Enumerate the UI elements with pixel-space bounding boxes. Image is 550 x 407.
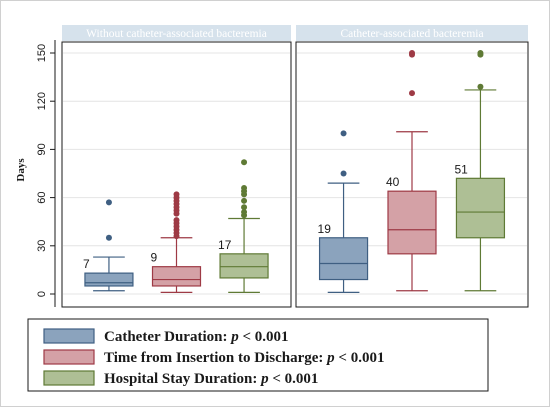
outlier-point [173,191,180,198]
legend-item-2: Time from Insertion to Discharge: p < 0.… [43,349,384,366]
legend-swatch [43,370,95,386]
outlier-point [105,234,112,241]
outlier-point [340,170,347,177]
iqr-box [84,272,134,287]
panel-header [62,25,291,41]
outlier-point [241,159,248,166]
iqr-box [151,266,202,287]
outlier-point [241,197,248,204]
median-label: 17 [218,238,232,252]
median-label: 40 [386,175,400,189]
legend-p-value: < 0.001 [239,329,289,345]
y-tick-label: 0 [36,291,48,297]
panel-title: Catheter-associated bacteremia [340,28,483,40]
box-3: 51 [454,50,506,292]
box-2: 40 [386,50,437,292]
legend-p-value: < 0.001 [269,371,319,387]
panel-title: Without catheter-associated bacteremia [86,28,267,40]
legend-p-value: < 0.001 [335,350,385,366]
outlier-point [409,90,415,97]
iqr-box [387,190,437,255]
legend-label: Time from Insertion to Discharge: p < 0.… [104,350,384,366]
median-label: 7 [83,257,90,271]
panel-header [296,25,528,41]
legend-swatch [43,328,95,344]
y-tick-label: 150 [36,44,48,62]
iqr-box [219,253,269,279]
y-tick-label: 60 [36,191,48,203]
legend-frame [27,318,489,392]
median-label: 19 [318,222,332,236]
legend-series-name: Catheter Duration: [104,329,231,345]
outlier-point [241,209,248,216]
y-tick-label: 30 [36,240,48,252]
box-1: 19 [318,130,369,293]
outlier-point [477,83,484,90]
legend-p-symbol: p [229,329,239,345]
legend-p-symbol: p [325,350,335,366]
legend-series-name: Time from Insertion to Discharge: [104,350,327,366]
legend-label: Catheter Duration: p < 0.001 [104,329,289,345]
y-tick-label: 120 [36,92,48,110]
legend-item-1: Catheter Duration: p < 0.001 [43,328,289,345]
legend-p-symbol: p [259,371,269,387]
outlier-point [409,50,415,56]
median-label: 9 [151,251,158,265]
iqr-box [318,237,369,281]
box-2: 9 [151,191,202,293]
iqr-box [455,177,506,239]
outlier-point [241,204,248,211]
median-label: 51 [454,162,468,176]
outlier-point [173,217,180,224]
outlier-point [241,184,248,191]
panel-2: Catheter-associated bacteremia 19 40 51 [295,25,529,308]
legend-item-3: Hospital Stay Duration: p < 0.001 [43,370,318,387]
box-1: 7 [83,199,134,292]
box-3: 17 [218,159,269,293]
y-axis-label: Days [15,158,27,182]
outlier-point [105,199,112,206]
legend-label: Hospital Stay Duration: p < 0.001 [104,371,318,387]
outlier-point [340,130,347,137]
panels-layer: Days 0 30 60 90 120 150 Without catheter-associ… [15,25,529,308]
outlier-point [477,50,484,56]
panel-1: Without catheter-associated bacteremia 7 9… [61,25,292,308]
legend-series-name: Hospital Stay Duration: [104,371,261,387]
legend-swatch [43,349,95,365]
y-tick-label: 90 [36,143,48,155]
